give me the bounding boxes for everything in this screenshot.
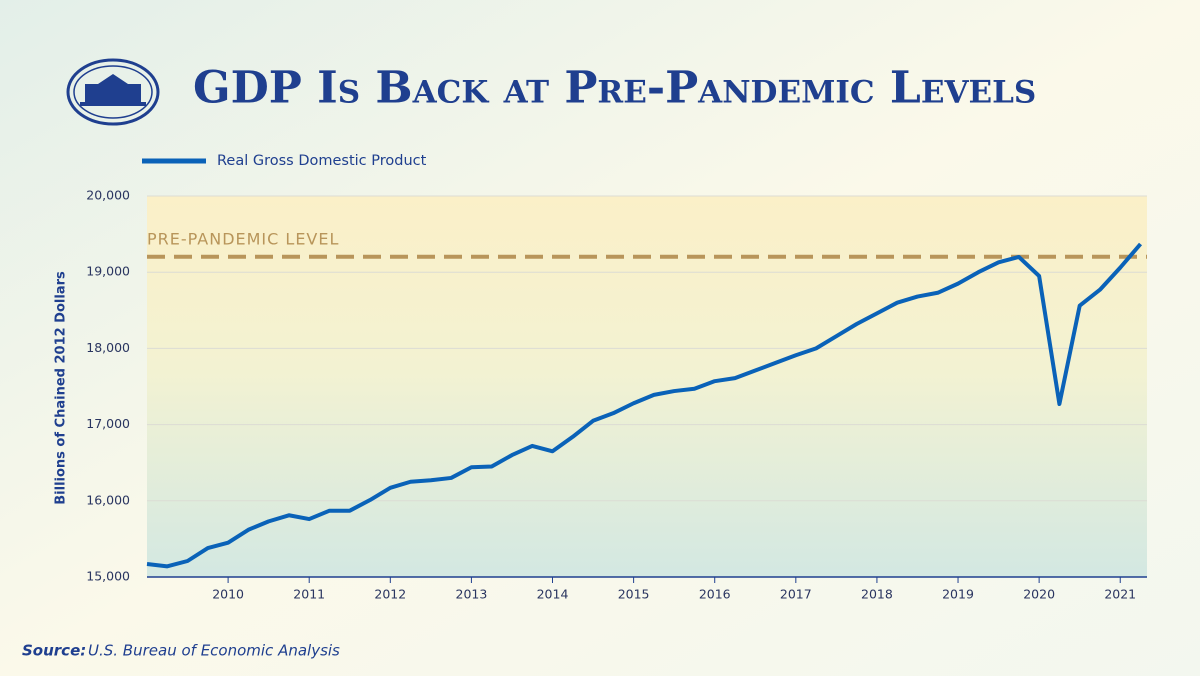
x-tick-label: 2015 [618, 587, 650, 602]
legend-label: Real Gross Domestic Product [217, 153, 427, 169]
y-tick-label: 18,000 [86, 340, 130, 355]
source-text: U.S. Bureau of Economic Analysis [88, 642, 340, 660]
x-tick-label: 2016 [699, 587, 731, 602]
plot-area [147, 196, 1147, 577]
y-tick-label: 16,000 [86, 492, 130, 507]
x-tick-label: 2014 [537, 587, 569, 602]
x-tick-label: 2020 [1023, 587, 1055, 602]
data-line [146, 242, 1143, 569]
x-tick-label: 2019 [942, 587, 974, 602]
source-label: Source: [22, 642, 86, 660]
y-axis-label: Billions of Chained 2012 Dollars [54, 271, 69, 505]
y-tick-label: 20,000 [86, 188, 130, 203]
x-tick-label: 2010 [212, 587, 244, 602]
x-tick-label: 2018 [861, 587, 893, 602]
x-tick-label: 2013 [456, 587, 488, 602]
x-tick-label: 2017 [780, 587, 812, 602]
x-tick-label: 2011 [293, 587, 325, 602]
y-tick-label: 17,000 [86, 416, 130, 431]
y-tick-label: 15,000 [86, 569, 130, 584]
x-tick-label: 2021 [1104, 587, 1136, 602]
logo [66, 58, 160, 126]
reference-label: PRE-PANDEMIC LEVEL [147, 229, 339, 248]
x-tick-label: 2012 [374, 587, 406, 602]
chart-title: GDP Is Back at Pre-Pandemic Levels [193, 63, 1036, 114]
y-tick-label: 19,000 [86, 264, 130, 279]
